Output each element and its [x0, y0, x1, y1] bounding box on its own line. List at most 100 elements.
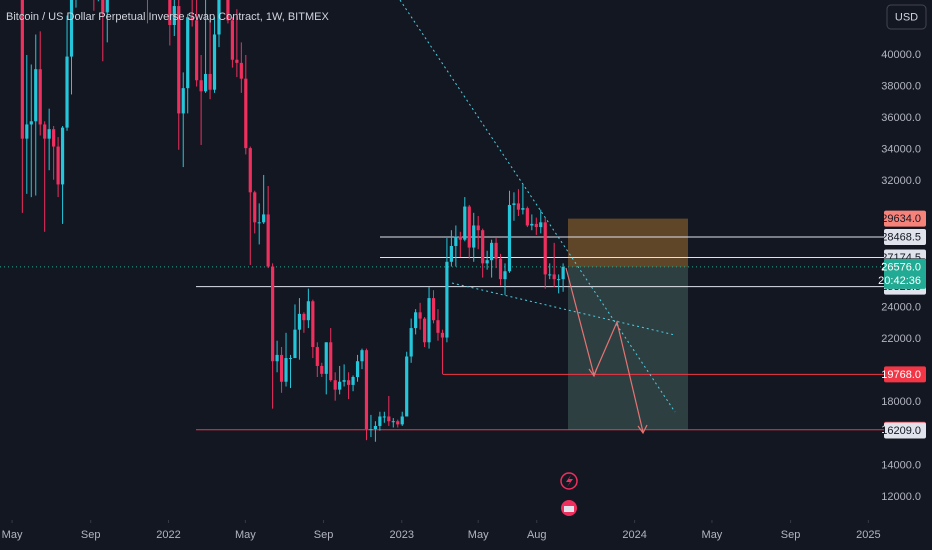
y-tick-label: 22000.0	[881, 333, 921, 345]
y-tick-label: 38000.0	[881, 80, 921, 92]
candle-body	[226, 0, 230, 21]
candle-body	[293, 329, 297, 359]
candle-body	[445, 261, 449, 338]
candle-body	[414, 312, 418, 329]
price-label: 19768.0	[881, 369, 921, 381]
candle-body	[490, 242, 494, 261]
currency-label[interactable]: USD	[895, 11, 918, 23]
candle-body	[101, 0, 105, 13]
candle-body	[548, 274, 552, 276]
candle-body	[418, 312, 422, 319]
plot-area	[0, 0, 884, 516]
x-tick-label: May	[2, 529, 23, 541]
candle-body	[458, 236, 462, 240]
price-axis: 40000.0 38000.0 36000.0 34000.0 32000.0 24000…	[878, 49, 926, 503]
candle-body	[271, 266, 275, 362]
candle-body	[449, 245, 453, 262]
candle-body	[168, 0, 172, 26]
candle-body	[29, 121, 33, 125]
x-tick-label: Sep	[81, 529, 101, 541]
candle-body	[181, 88, 185, 114]
candle-body	[262, 214, 266, 223]
candle-body	[266, 214, 270, 267]
candle-body	[396, 421, 400, 425]
candle-body	[521, 208, 525, 210]
x-tick-label: 2025	[856, 529, 880, 541]
candle-body	[476, 225, 480, 231]
candle-body	[25, 124, 29, 139]
candle-body	[346, 380, 351, 385]
projection-path	[565, 267, 644, 433]
candle-body	[516, 203, 521, 210]
candle-body	[195, 20, 199, 81]
currency-button[interactable]: USD	[886, 4, 927, 30]
bar-countdown: 20:42:36	[878, 275, 921, 287]
candle-body	[369, 429, 373, 431]
candle-body	[329, 342, 333, 381]
last-price-box	[884, 258, 926, 289]
candle-body	[436, 320, 440, 333]
candle-body	[253, 192, 257, 223]
position-tool	[568, 218, 688, 430]
currency-button-frame[interactable]	[886, 4, 927, 30]
candle-body	[391, 421, 395, 423]
flash-icon[interactable]	[560, 472, 578, 490]
candle-body	[440, 332, 445, 338]
candle-body	[279, 354, 284, 382]
candle-body	[324, 342, 328, 374]
candle-body	[333, 380, 337, 390]
x-tick-label: Aug	[527, 529, 547, 541]
candle-body	[311, 301, 315, 348]
candle-body	[244, 78, 248, 149]
candle-body	[454, 236, 458, 246]
target-zone	[568, 266, 688, 430]
candle-body	[52, 129, 56, 147]
candle-body	[230, 20, 234, 60]
x-tick-label: May	[468, 529, 489, 541]
candle-body	[65, 56, 69, 128]
candle-body	[172, 6, 176, 26]
candle-body	[530, 223, 534, 226]
candle-body	[525, 208, 529, 226]
price-label: 29634.0	[881, 213, 921, 225]
price-label-box	[884, 229, 926, 246]
candle-body	[38, 69, 42, 125]
candle-body	[512, 203, 516, 205]
candle-body	[56, 146, 60, 185]
candle-body	[203, 73, 208, 92]
candle-body	[34, 69, 38, 122]
chart-title: Bitcoin / US Dollar Perpetual Inverse Sw…	[6, 11, 329, 23]
candle-body	[485, 260, 489, 264]
candle-body	[338, 381, 342, 390]
candle-body	[186, 17, 190, 89]
candle-body	[351, 377, 355, 385]
projection-arrowheads	[588, 367, 648, 435]
x-tick-label: 2024	[622, 529, 646, 541]
candle-body	[284, 358, 288, 382]
event-icon[interactable]	[561, 500, 577, 516]
candle-body	[105, 0, 109, 13]
candle-body	[302, 313, 306, 321]
candle-body	[557, 279, 561, 281]
y-tick-label: 14000.0	[881, 459, 921, 471]
candle-body	[190, 17, 194, 21]
x-tick-label: 2022	[156, 529, 180, 541]
candle-body	[382, 416, 386, 418]
candle-body	[422, 318, 427, 343]
candle-body	[364, 350, 369, 430]
candle-body	[315, 347, 319, 366]
candle-body	[69, 0, 74, 57]
stop-zone	[568, 218, 688, 267]
price-label-box	[884, 366, 926, 383]
candle-body	[543, 222, 547, 275]
candle-body	[472, 225, 476, 248]
candle-body	[208, 73, 212, 90]
candle-body	[306, 301, 310, 321]
candle-body	[355, 361, 360, 378]
candle-body	[503, 271, 507, 280]
candle-body	[387, 416, 391, 422]
candles	[20, 0, 565, 442]
